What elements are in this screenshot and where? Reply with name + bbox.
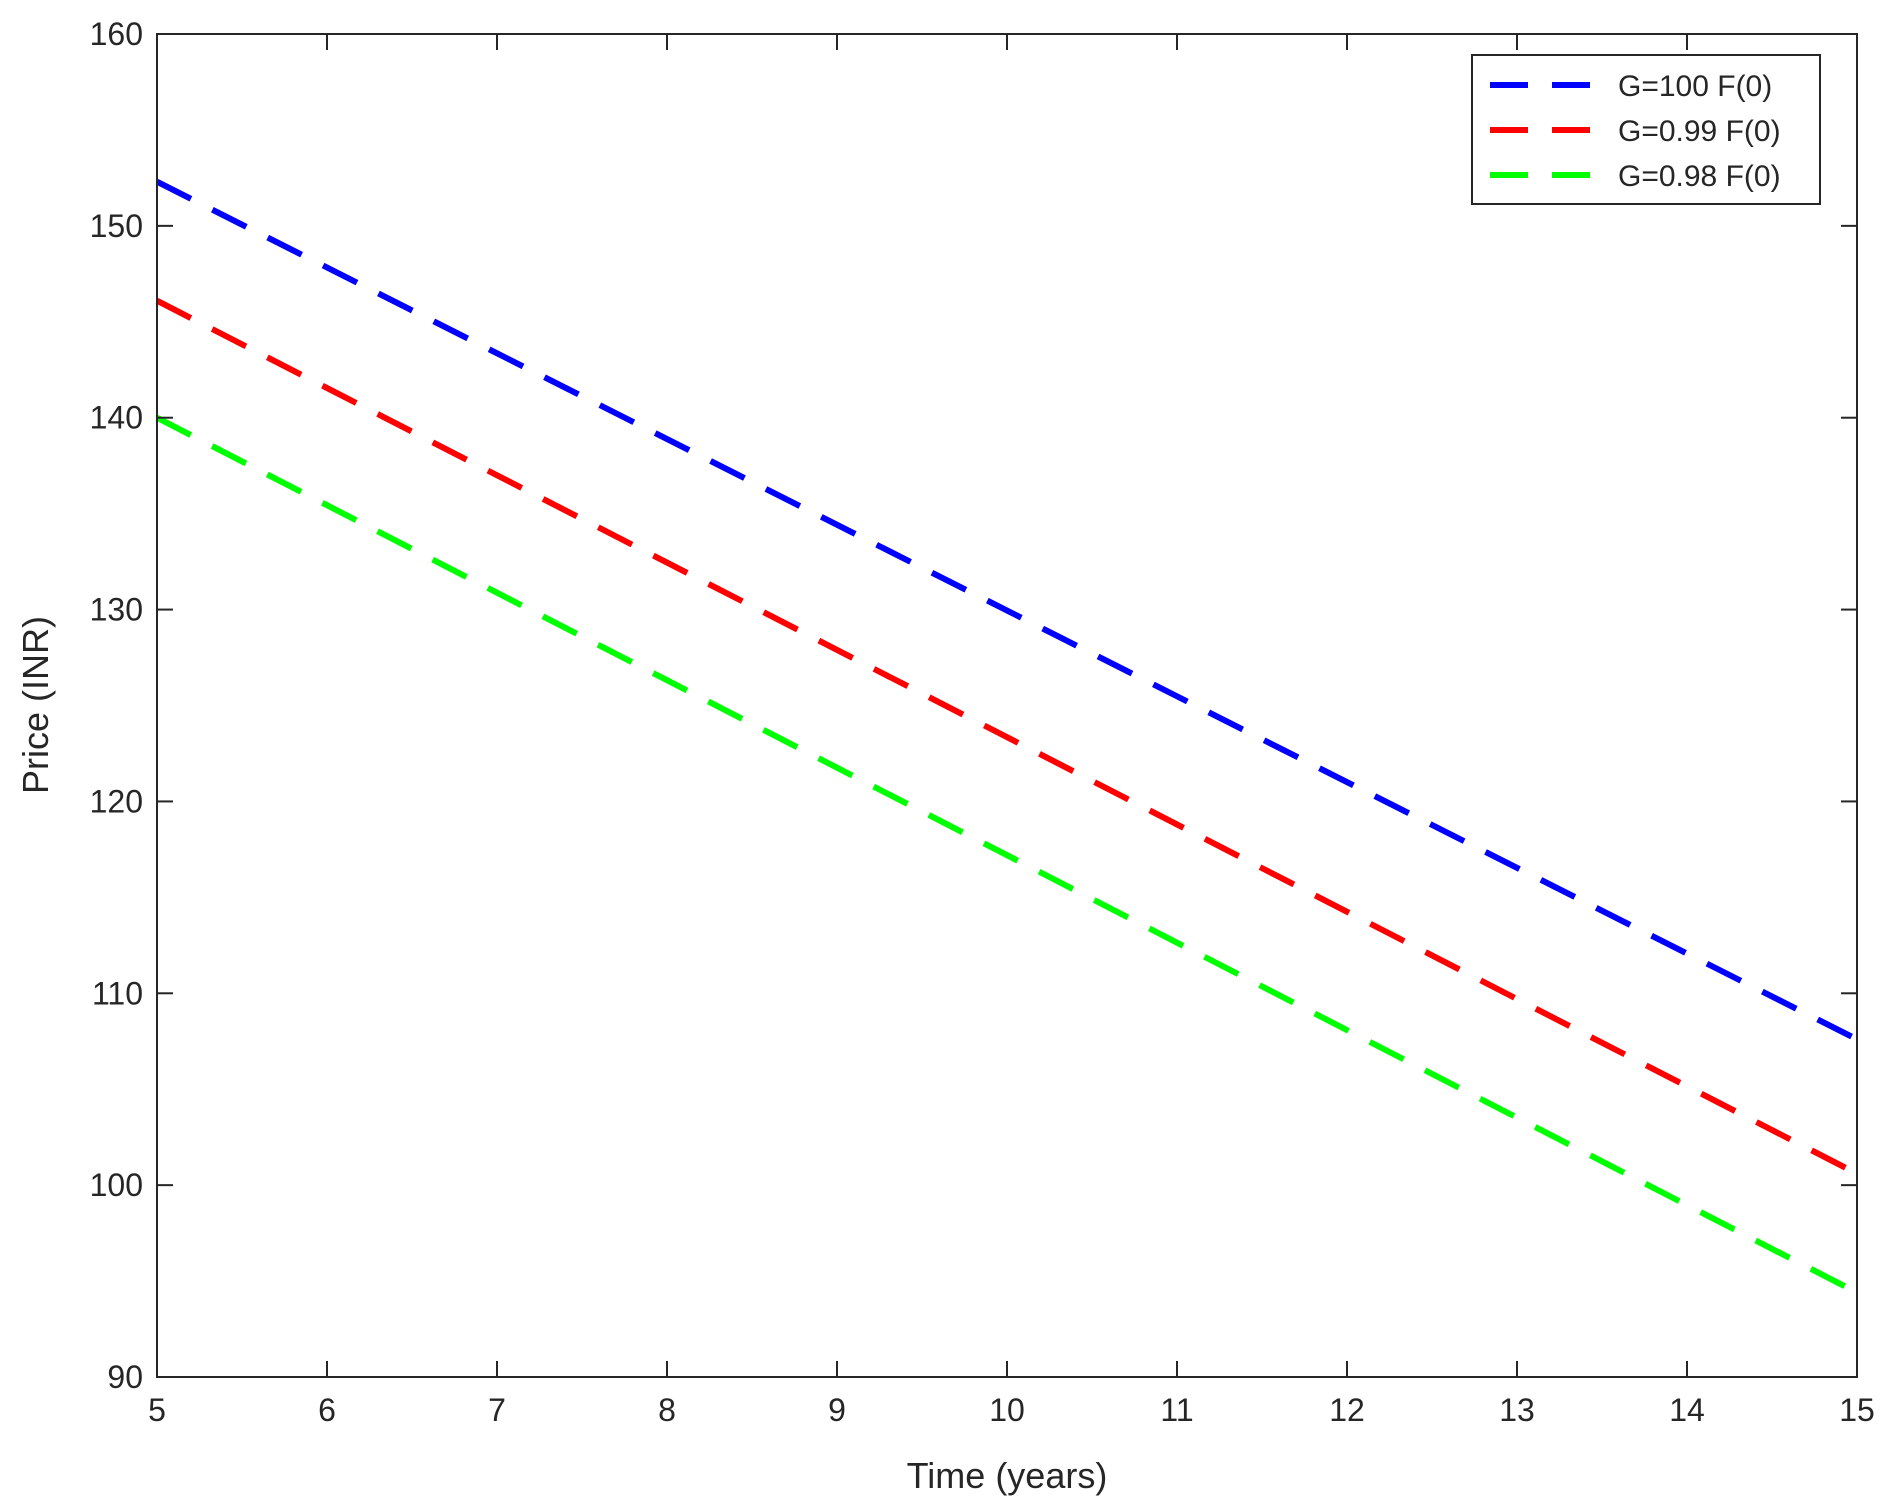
x-tick-label: 11 (1160, 1392, 1193, 1428)
plot-area (157, 34, 1857, 1377)
x-tick-label: 5 (148, 1392, 166, 1428)
legend-box (1471, 54, 1821, 205)
series-line-2 (155, 298, 1859, 1177)
y-tick-label: 160 (90, 16, 143, 52)
y-tick-label: 140 (90, 400, 143, 436)
x-tick-label: 7 (488, 1392, 506, 1428)
x-tick-label: 12 (1329, 1392, 1365, 1428)
x-tick-label: 14 (1669, 1392, 1705, 1428)
series-line-3 (155, 415, 1859, 1296)
y-tick-label: 110 (92, 975, 143, 1011)
x-tick-label: 13 (1499, 1392, 1535, 1428)
legend-label: G=0.98 F(0) (1618, 160, 1781, 193)
legend: G=100 F(0) G=0.99 F(0) G=0.98 F(0) (1471, 54, 1821, 205)
y-tick-label: 120 (90, 783, 143, 819)
y-tick-label: 130 (90, 592, 143, 628)
series-line-1 (155, 179, 1859, 1043)
x-tick-label: 8 (658, 1392, 676, 1428)
legend-label: G=0.99 F(0) (1618, 115, 1781, 148)
y-tick-label: 100 (90, 1167, 143, 1203)
ticks-layer: 5 6 7 8 9 10 11 12 13 14 15 90 100 110 120 130 140 150 160 (90, 16, 1875, 1428)
x-tick-label: 10 (989, 1392, 1025, 1428)
y-tick-label: 150 (90, 208, 143, 244)
x-tick-label: 6 (318, 1392, 336, 1428)
x-axis-title: Time (years) (907, 1455, 1108, 1496)
y-tick-label: 90 (107, 1359, 143, 1395)
y-axis-title: Price (INR) (15, 616, 56, 794)
legend-label: G=100 F(0) (1618, 70, 1772, 103)
x-tick-label: 15 (1839, 1392, 1875, 1428)
x-tick-label: 9 (828, 1392, 846, 1428)
series-layer (155, 179, 1859, 1296)
